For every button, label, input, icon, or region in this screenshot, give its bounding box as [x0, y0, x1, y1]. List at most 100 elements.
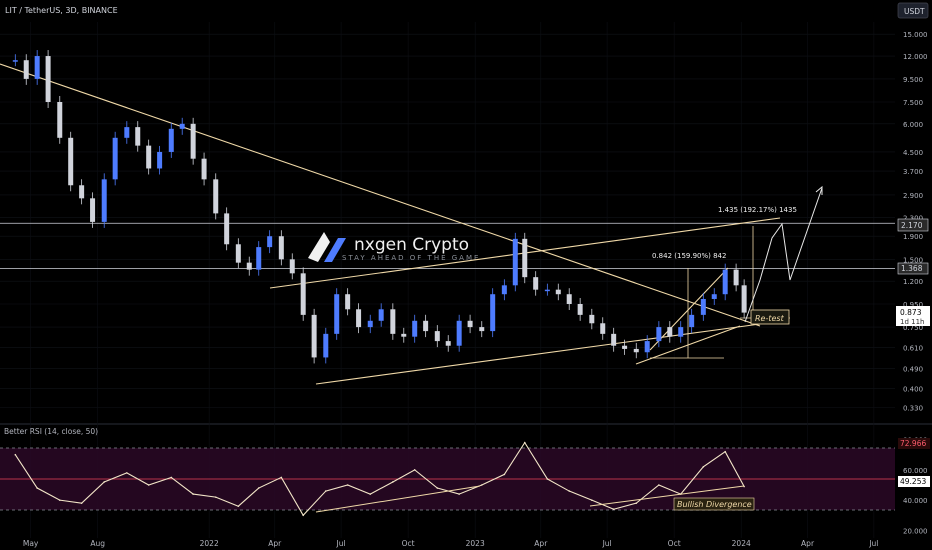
- price-candle[interactable]: [644, 341, 650, 353]
- price-candle[interactable]: [112, 137, 118, 180]
- price-candle[interactable]: [412, 320, 418, 337]
- rsi-point: [58, 499, 61, 501]
- price-candle[interactable]: [577, 303, 583, 315]
- price-candle[interactable]: [589, 314, 595, 324]
- rsi-series[interactable]: [14, 441, 745, 517]
- rsi-point: [413, 469, 416, 471]
- price-candle[interactable]: [179, 123, 185, 129]
- retest-box[interactable]: [750, 309, 790, 325]
- price-tick-label: 1.500: [903, 256, 923, 264]
- price-candle[interactable]: [278, 236, 284, 260]
- rsi-divergence-lines[interactable]: [315, 485, 745, 513]
- price-candle[interactable]: [700, 298, 706, 315]
- price-candle[interactable]: [345, 294, 351, 310]
- rsi-divergence-line-2[interactable]: [589, 485, 745, 507]
- logo-name: nxgen Crypto: [354, 235, 469, 255]
- price-candle[interactable]: [367, 320, 373, 328]
- time-tick-label: Aug: [90, 539, 105, 548]
- price-candle[interactable]: [678, 327, 684, 337]
- price-candle[interactable]: [135, 127, 141, 146]
- price-candle[interactable]: [157, 151, 163, 169]
- price-candle[interactable]: [213, 179, 219, 214]
- price-candle[interactable]: [467, 320, 473, 328]
- level-badge-mid[interactable]: 1.368: [897, 262, 929, 275]
- price-candle[interactable]: [390, 309, 396, 334]
- price-candle[interactable]: [57, 102, 63, 138]
- price-candle[interactable]: [722, 269, 728, 295]
- price-candle[interactable]: [490, 294, 496, 332]
- price-candle[interactable]: [378, 309, 384, 321]
- price-axis[interactable]: 15.000 12.000 9.500 7.500 6.000 4.500 3.700 2.9…: [903, 31, 928, 412]
- price-candle[interactable]: [533, 277, 539, 290]
- price-candle[interactable]: [555, 289, 561, 295]
- level-badge-high[interactable]: 2.170: [897, 218, 929, 232]
- rsi-line[interactable]: [14, 441, 745, 517]
- price-candle[interactable]: [45, 56, 51, 103]
- price-candle[interactable]: [401, 333, 407, 337]
- price-candle[interactable]: [522, 238, 528, 278]
- price-candle[interactable]: [201, 158, 207, 180]
- price-candle[interactable]: [124, 127, 130, 138]
- price-candle[interactable]: [423, 320, 429, 332]
- price-candle[interactable]: [235, 244, 241, 263]
- price-candle[interactable]: [12, 60, 18, 62]
- price-candle[interactable]: [90, 198, 96, 222]
- price-candle[interactable]: [501, 285, 507, 295]
- price-candle[interactable]: [34, 56, 40, 79]
- price-candle[interactable]: [101, 179, 107, 222]
- price-candle[interactable]: [479, 327, 485, 332]
- price-candle[interactable]: [79, 185, 85, 199]
- price-candle[interactable]: [733, 269, 739, 286]
- price-candle[interactable]: [434, 331, 440, 342]
- rsi-pane[interactable]: Bullish Divergence Better RSI (14, close…: [0, 427, 895, 517]
- lower-channel-line[interactable]: [315, 323, 761, 385]
- time-axis[interactable]: May Aug 2022 Apr Jul Oct 2023 Apr Jul Oct 2024 Apr J…: [23, 539, 879, 548]
- rsi-point: [192, 493, 194, 495]
- price-candle[interactable]: [168, 128, 174, 152]
- current-price-badge[interactable]: 0.873 1d 11h: [896, 306, 930, 326]
- price-candle[interactable]: [633, 348, 639, 353]
- price-candle[interactable]: [267, 236, 273, 248]
- price-candle[interactable]: [190, 123, 196, 159]
- rsi-point: [214, 496, 217, 498]
- price-candle[interactable]: [445, 341, 451, 346]
- projection-path[interactable]: [744, 185, 823, 323]
- price-candle[interactable]: [611, 333, 617, 346]
- rsi-divergence-line-1[interactable]: [315, 485, 481, 513]
- price-candle[interactable]: [741, 285, 747, 313]
- rsi-last-badge[interactable]: 72.966: [898, 438, 930, 449]
- descending-trendline[interactable]: [0, 63, 761, 327]
- currency-button[interactable]: USDT: [897, 2, 929, 19]
- price-candle[interactable]: [289, 259, 295, 274]
- price-candle[interactable]: [711, 294, 717, 299]
- logo-mark-accent-icon: [324, 238, 346, 262]
- price-candle[interactable]: [544, 289, 550, 292]
- price-candle[interactable]: [456, 320, 462, 346]
- price-candle[interactable]: [689, 314, 695, 328]
- price-candle[interactable]: [656, 327, 662, 342]
- price-tick-label: 0.610: [903, 344, 923, 352]
- price-candle[interactable]: [311, 314, 317, 358]
- price-candle[interactable]: [600, 323, 606, 334]
- rsi-current-badge[interactable]: 49.253: [898, 476, 930, 487]
- divergence-box[interactable]: [673, 497, 755, 511]
- price-candle[interactable]: [256, 247, 262, 270]
- projection-arrow-icon: [815, 185, 823, 195]
- price-candle[interactable]: [246, 262, 252, 270]
- price-candle[interactable]: [323, 333, 329, 358]
- price-candle[interactable]: [512, 238, 518, 286]
- price-tick-label: 1.200: [903, 278, 923, 286]
- wedge-resistance-line[interactable]: [649, 267, 729, 351]
- price-candle[interactable]: [667, 327, 673, 337]
- price-series[interactable]: [12, 50, 747, 364]
- price-candle[interactable]: [68, 137, 74, 186]
- price-candle[interactable]: [146, 145, 152, 169]
- price-candle[interactable]: [622, 345, 628, 349]
- price-candle[interactable]: [334, 294, 340, 334]
- price-candle[interactable]: [224, 213, 230, 245]
- price-candle[interactable]: [566, 294, 572, 304]
- price-candle[interactable]: [23, 60, 29, 79]
- price-candle[interactable]: [300, 273, 306, 315]
- price-candle[interactable]: [356, 309, 362, 328]
